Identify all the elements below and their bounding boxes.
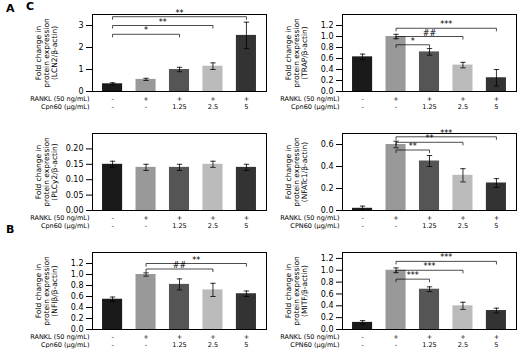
svg-text:0.2: 0.2 <box>321 76 334 85</box>
svg-text:0.0: 0.0 <box>320 206 334 216</box>
svg-text:0.4: 0.4 <box>321 65 334 74</box>
svg-text:1.2: 1.2 <box>321 21 334 30</box>
svg-text:**: ** <box>192 256 200 265</box>
svg-text:1.2: 1.2 <box>321 254 334 263</box>
svg-text:--: -- <box>361 95 364 111</box>
svg-text:3: 3 <box>78 21 83 30</box>
svg-text:0.2: 0.2 <box>71 314 84 323</box>
svg-text:0.10: 0.10 <box>66 175 84 184</box>
svg-text:1.0: 1.0 <box>321 266 334 275</box>
svg-text:+1.25: +1.25 <box>422 95 436 111</box>
svg-text:0: 0 <box>78 87 84 97</box>
svg-text:0.4: 0.4 <box>321 162 334 171</box>
svg-text:RANKL (50 ng/mL)Cpn60 (μg/mL): RANKL (50 ng/mL)Cpn60 (μg/mL) <box>30 214 89 230</box>
svg-text:*: * <box>144 26 148 35</box>
html-text:C: C <box>26 0 35 13</box>
svg-text:**: ** <box>159 18 167 27</box>
svg-text:0.6: 0.6 <box>321 290 334 299</box>
svg-text:0.15: 0.15 <box>66 160 84 169</box>
html-text:A: A <box>6 2 15 15</box>
svg-text:0.4: 0.4 <box>321 301 334 310</box>
svg-text:RANKL (50 ng/mL)Cpn60 (μg/mL): RANKL (50 ng/mL)Cpn60 (μg/mL) <box>280 95 339 111</box>
svg-text:##: ## <box>173 261 187 270</box>
svg-text:--: -- <box>111 333 114 349</box>
svg-text:+5: +5 <box>244 95 249 111</box>
svg-text:Fold change inprotein expressi: Fold change inprotein expression(NFIβ/β-… <box>34 256 60 326</box>
svg-text:--: -- <box>361 333 364 349</box>
svg-text:2: 2 <box>78 43 83 52</box>
svg-text:1.0: 1.0 <box>71 270 84 279</box>
svg-text:+5: +5 <box>244 214 249 230</box>
svg-text:Fold change inprotein expressi: Fold change inprotein expression(PLCy2/β… <box>34 137 60 207</box>
svg-text:+-: +- <box>143 95 148 111</box>
svg-text:Fold change inprotein expressi: Fold change inprotein expression(LCN2/β-… <box>34 18 60 88</box>
svg-text:+-: +- <box>393 95 398 111</box>
svg-text:*: * <box>411 37 415 46</box>
svg-text:0.8: 0.8 <box>321 43 334 52</box>
svg-text:0.6: 0.6 <box>321 54 334 63</box>
svg-text:***: *** <box>407 271 419 280</box>
svg-text:+1.25: +1.25 <box>422 214 436 230</box>
svg-text:1: 1 <box>78 65 83 74</box>
svg-text:1.0: 1.0 <box>321 32 334 41</box>
svg-text:0.05: 0.05 <box>66 191 84 200</box>
svg-text:+2.5: +2.5 <box>208 95 218 111</box>
svg-text:+2.5: +2.5 <box>208 214 218 230</box>
svg-text:+2.5: +2.5 <box>208 333 218 349</box>
svg-text:0.4: 0.4 <box>71 303 84 312</box>
svg-text:0.2: 0.2 <box>321 313 334 322</box>
svg-text:+1.25: +1.25 <box>172 214 186 230</box>
svg-text:0.0: 0.0 <box>320 325 334 335</box>
svg-text:+5: +5 <box>244 333 249 349</box>
svg-text:**: ** <box>176 9 184 18</box>
svg-text:+5: +5 <box>494 95 499 111</box>
svg-text:0.0: 0.0 <box>70 325 84 335</box>
svg-text:+5: +5 <box>494 214 499 230</box>
svg-text:+-: +- <box>393 214 398 230</box>
svg-text:0.00: 0.00 <box>65 206 84 216</box>
svg-text:0.0: 0.0 <box>320 87 334 97</box>
svg-text:Fold change inprotein expressi: Fold change inprotein expression(NFATc1/… <box>284 137 310 207</box>
svg-text:**: ** <box>409 142 417 151</box>
svg-text:+-: +- <box>143 214 148 230</box>
svg-text:0.6: 0.6 <box>321 140 334 149</box>
svg-text:--: -- <box>361 214 364 230</box>
svg-text:1.2: 1.2 <box>71 259 84 268</box>
svg-text:+2.5: +2.5 <box>458 333 468 349</box>
svg-text:##: ## <box>423 29 437 38</box>
svg-text:+-: +- <box>393 333 398 349</box>
svg-text:Fold change inprotein expressi: Fold change inprotein expression(MITF/β-… <box>284 256 310 326</box>
svg-text:RANKL (50 ng/mL)Cpn60 (μg/mL): RANKL (50 ng/mL)Cpn60 (μg/mL) <box>30 95 89 111</box>
svg-text:+2.5: +2.5 <box>458 214 468 230</box>
svg-text:+1.25: +1.25 <box>422 333 436 349</box>
svg-text:**: ** <box>426 134 434 143</box>
svg-text:0.8: 0.8 <box>321 278 334 287</box>
svg-text:***: *** <box>424 262 436 271</box>
svg-text:0.20: 0.20 <box>66 144 84 153</box>
svg-text:0.6: 0.6 <box>71 292 84 301</box>
html-text:B: B <box>6 222 15 236</box>
svg-text:+2.5: +2.5 <box>458 95 468 111</box>
svg-text:+1.25: +1.25 <box>172 333 186 349</box>
svg-text:***: *** <box>440 253 452 262</box>
svg-text:+1.25: +1.25 <box>172 95 186 111</box>
svg-text:RANKL (50 ng/mL)CPN60 (μg/mL): RANKL (50 ng/mL)CPN60 (μg/mL) <box>280 214 339 230</box>
svg-text:RANKL (50 ng/mL)Cpn60 (μg/mL): RANKL (50 ng/mL)Cpn60 (μg/mL) <box>30 333 89 349</box>
svg-text:***: *** <box>440 20 452 29</box>
svg-text:+-: +- <box>143 333 148 349</box>
svg-text:+5: +5 <box>494 333 499 349</box>
svg-text:--: -- <box>111 95 114 111</box>
svg-text:0.8: 0.8 <box>71 281 84 290</box>
svg-text:0.2: 0.2 <box>321 184 334 193</box>
svg-text:RANKL (50 ng/mL)CPN60 (μg/mL): RANKL (50 ng/mL)CPN60 (μg/mL) <box>280 333 339 349</box>
svg-text:--: -- <box>111 214 114 230</box>
svg-text:Fold change inprotein expressi: Fold change inprotein expression(TRAP/β-… <box>284 18 310 88</box>
